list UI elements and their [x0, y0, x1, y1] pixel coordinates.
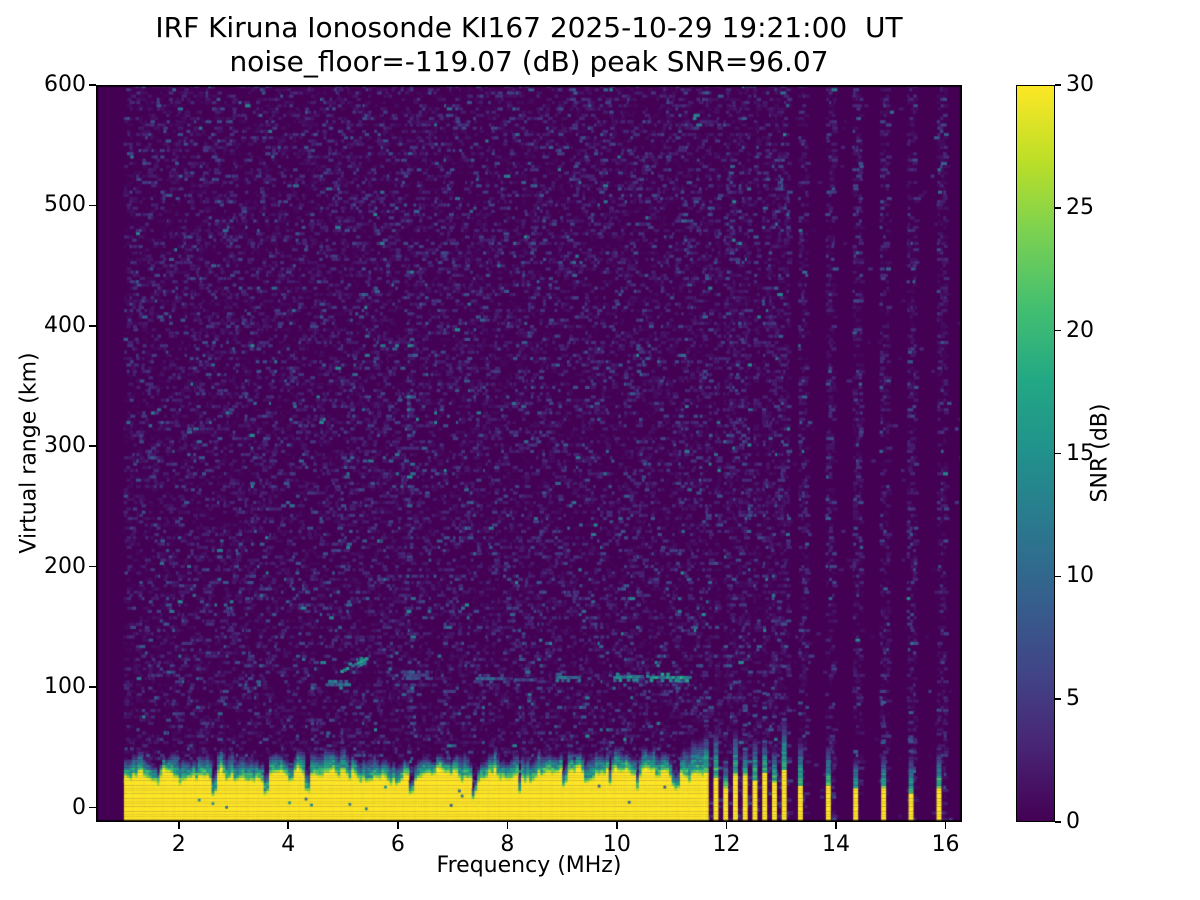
- colorbar-tick-label: 15: [1066, 440, 1094, 466]
- chart-title: IRF Kiruna Ionosonde KI167 2025-10-29 19…: [155, 11, 903, 44]
- y-tick-mark: [89, 325, 96, 327]
- plot-area: [96, 85, 962, 822]
- colorbar-tick-label: 20: [1066, 317, 1094, 343]
- colorbar-tick-mark: [1055, 821, 1061, 823]
- y-tick-mark: [89, 565, 96, 568]
- y-tick-label: 600: [44, 72, 86, 97]
- chart-subtitle: noise_floor=-119.07 (dB) peak SNR=96.07: [229, 45, 829, 78]
- x-tick-mark: [616, 822, 618, 829]
- ionogram-heatmap: [96, 85, 962, 822]
- x-tick-label: 6: [390, 832, 405, 857]
- colorbar-tick-mark: [1055, 84, 1061, 86]
- colorbar-gradient: [1016, 85, 1055, 822]
- x-tick-label: 16: [931, 832, 960, 857]
- x-tick-mark: [835, 822, 837, 829]
- y-tick-label: 300: [44, 433, 86, 459]
- y-tick-label: 200: [44, 553, 86, 579]
- y-tick-label: 500: [44, 192, 86, 218]
- colorbar-tick-label: 0: [1066, 809, 1080, 834]
- y-tick-mark: [89, 445, 96, 448]
- colorbar-tick-label: 30: [1066, 72, 1094, 97]
- x-tick-mark: [287, 822, 290, 829]
- y-tick-mark: [89, 204, 96, 207]
- x-tick-label: 2: [171, 832, 186, 857]
- y-tick-label: 100: [44, 674, 86, 700]
- y-tick-mark: [89, 84, 96, 86]
- y-tick-label: 0: [72, 794, 86, 820]
- x-tick-mark: [177, 822, 180, 829]
- x-tick-mark: [725, 822, 728, 829]
- x-tick-mark: [944, 822, 947, 829]
- x-tick-mark: [397, 822, 399, 829]
- colorbar-tick-mark: [1055, 207, 1061, 209]
- colorbar-tick-mark: [1055, 698, 1061, 700]
- colorbar-tick-mark: [1055, 452, 1061, 455]
- y-tick-mark: [89, 806, 96, 809]
- colorbar-tick-label: 5: [1066, 686, 1080, 712]
- x-tick-label: 4: [281, 832, 296, 857]
- colorbar-tick-mark: [1055, 575, 1061, 578]
- x-axis-label: Frequency (MHz): [436, 853, 622, 878]
- x-tick-label: 8: [500, 832, 515, 857]
- y-tick-label: 400: [44, 312, 86, 338]
- colorbar-tick-label: 10: [1066, 563, 1094, 589]
- x-tick-label: 12: [712, 832, 741, 857]
- x-tick-mark: [506, 822, 509, 829]
- x-tick-label: 10: [602, 832, 631, 857]
- colorbar-tick-mark: [1055, 329, 1061, 332]
- x-tick-label: 14: [822, 832, 851, 857]
- colorbar-tick-label: 25: [1066, 194, 1094, 220]
- y-tick-mark: [89, 686, 96, 688]
